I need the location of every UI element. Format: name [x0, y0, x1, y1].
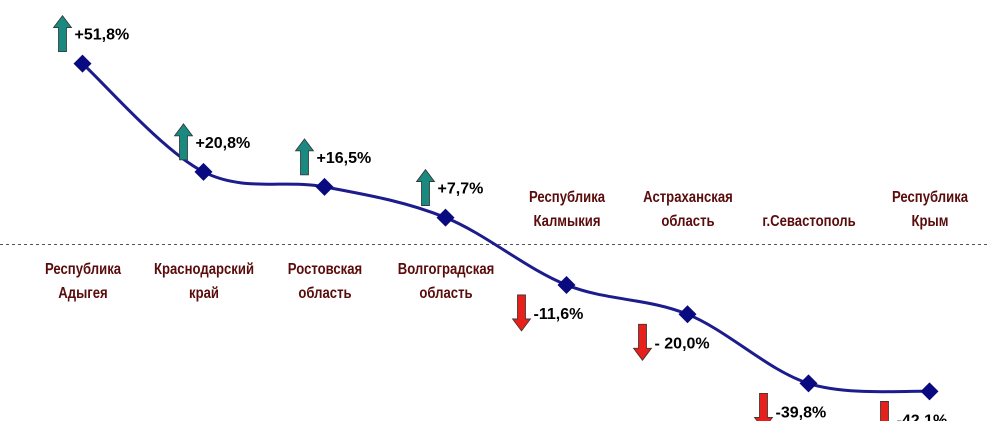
- arrow-down: [511, 294, 532, 332]
- marker: [315, 177, 334, 196]
- value-label: - 20,0%: [655, 335, 710, 352]
- marker: [920, 382, 939, 401]
- arrow-up: [294, 138, 315, 176]
- marker: [194, 162, 213, 181]
- arrow-up: [52, 14, 73, 53]
- arrow-up: [173, 123, 194, 161]
- value-label: -42,1%: [897, 412, 948, 421]
- arrow-up: [415, 168, 436, 206]
- marker: [436, 208, 455, 227]
- category-label: Волгоградская область: [397, 261, 494, 303]
- value-label: -11,6%: [534, 306, 584, 323]
- category-label: Республика Крым: [891, 189, 968, 231]
- arrow-down: [880, 401, 889, 421]
- category-label: г.Севастополь: [761, 213, 856, 231]
- value-label: +7,7%: [438, 181, 484, 198]
- value-label: +20,8%: [196, 135, 251, 152]
- category-label: Краснодарский край: [153, 261, 254, 303]
- arrow-down: [753, 392, 774, 421]
- category-label: Республика Калмыкия: [528, 189, 605, 231]
- arrow-down: [632, 323, 653, 361]
- value-label: -39,8%: [776, 404, 827, 421]
- marker: [73, 54, 92, 73]
- value-label: +16,5%: [317, 150, 372, 167]
- marker: [678, 305, 697, 324]
- value-label: +51,8%: [75, 27, 130, 44]
- marker: [799, 374, 818, 393]
- category-label: Астраханская область: [642, 189, 733, 231]
- category-label: Ростовская область: [287, 261, 362, 303]
- marker: [557, 275, 576, 294]
- category-label: Республика Адыгея: [44, 261, 121, 303]
